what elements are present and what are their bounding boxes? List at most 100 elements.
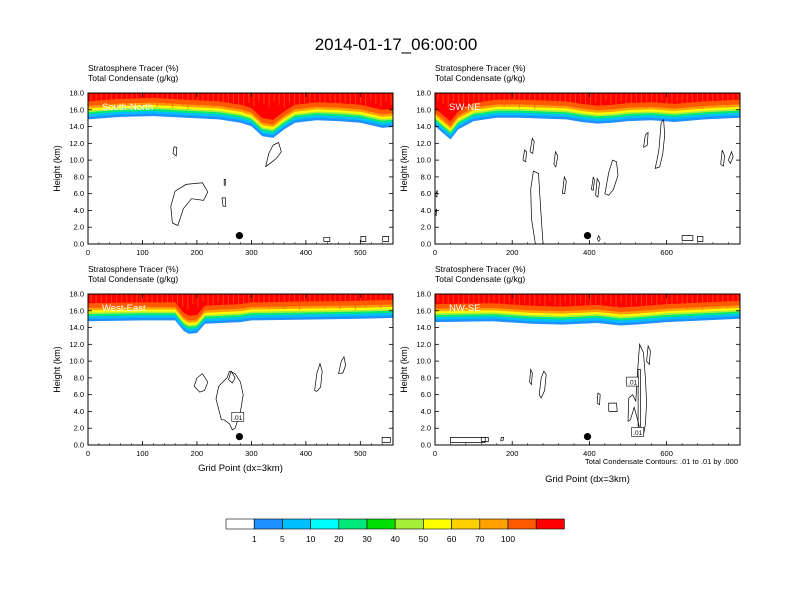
- tracer-streak: [375, 294, 377, 305]
- tracer-streak: [671, 294, 673, 309]
- x-tick-label: 200: [506, 449, 519, 458]
- colorbar-swatch: [535, 518, 565, 530]
- condensate-contour: [360, 236, 367, 242]
- x-tick-label: 600: [660, 248, 673, 257]
- tracer-streak: [498, 294, 500, 305]
- tracer-streak: [478, 93, 480, 109]
- x-tick-label: 500: [354, 248, 367, 257]
- tracer-streak: [278, 294, 280, 306]
- y-axis-label: Height (km): [52, 346, 62, 393]
- tracer-streak: [696, 93, 698, 106]
- tracer-streak: [304, 93, 306, 104]
- tracer-streak: [452, 294, 454, 303]
- tracer-streak: [222, 93, 224, 105]
- tracer-streak: [661, 93, 663, 101]
- tracer-streak: [468, 93, 470, 103]
- y-tick-label: 8.0: [421, 172, 431, 181]
- condensate-contour: [595, 177, 600, 198]
- y-tick-label: 0.0: [421, 441, 431, 450]
- tracer-streak: [237, 294, 240, 307]
- tracer-streak: [615, 93, 617, 108]
- tracer-streak: [442, 93, 444, 104]
- tracer-streak: [365, 294, 367, 308]
- condensate-contour: [314, 362, 323, 392]
- tracer-streak: [354, 93, 357, 109]
- tracer-streak: [600, 93, 602, 107]
- x-tick-label: 0: [433, 248, 437, 257]
- tracer-streak: [559, 93, 561, 108]
- condensate-contour: [681, 235, 694, 241]
- tracer-streak: [344, 294, 346, 304]
- tracer-streak: [462, 93, 465, 109]
- panel-name-label: West-East: [102, 303, 146, 314]
- condensate-contour: [646, 344, 651, 366]
- tracer-streak: [110, 93, 113, 105]
- tracer-streak: [146, 93, 148, 101]
- tracer-streak: [258, 93, 260, 101]
- tracer-streak: [105, 93, 107, 102]
- y-tick-label: 8.0: [74, 172, 84, 181]
- x-axis-label: Grid Point (dx=3km): [545, 474, 630, 485]
- condensate-contour: [553, 150, 559, 168]
- panel-subtitle-condensate: Total Condensate (g/kg): [88, 274, 178, 284]
- tracer-streak: [651, 294, 653, 305]
- tracer-streak: [131, 294, 133, 310]
- tracer-streak: [523, 294, 526, 304]
- tracer-streak: [691, 294, 693, 304]
- tracer-streak: [197, 93, 199, 107]
- colorbar-label: 40: [390, 534, 400, 544]
- condensate-contour: [529, 368, 533, 386]
- colorbar-swatch: [225, 518, 255, 530]
- tracer-streak: [645, 294, 648, 310]
- tracer-streak: [141, 93, 143, 107]
- tracer-streak: [253, 294, 255, 308]
- tracer-streak: [298, 93, 301, 109]
- condensate-contour: [529, 137, 535, 154]
- tracer-streak: [671, 93, 673, 108]
- x-tick-label: 300: [245, 449, 258, 458]
- tracer-streak: [187, 93, 189, 109]
- condensate-contour: [382, 236, 389, 242]
- tracer-streak: [182, 93, 184, 106]
- tracer-streak: [217, 93, 219, 102]
- condensate-contour: [338, 355, 346, 375]
- tracer-streak: [197, 294, 199, 308]
- tracer-streak: [115, 93, 118, 109]
- tracer-streak: [334, 93, 336, 105]
- x-tick-label: 500: [354, 449, 367, 458]
- tracer-streak: [370, 93, 372, 101]
- panel-west-east: Stratosphere Tracer (%)Total Condensate …: [52, 264, 394, 474]
- tracer-streak: [442, 294, 444, 305]
- panel-name-label: SW-NE: [449, 102, 481, 113]
- tracer-streak: [217, 294, 219, 303]
- colorbar-swatch: [423, 518, 452, 530]
- tracer-streak: [584, 294, 587, 307]
- colorbar-label: 100: [501, 534, 515, 544]
- tracer-streak: [696, 294, 698, 307]
- tracer-streak: [248, 93, 250, 104]
- condensate-contour: [596, 234, 601, 243]
- tracer-streak: [701, 294, 704, 310]
- tracer-streak: [156, 294, 158, 309]
- condensate-contour: [223, 179, 226, 186]
- tracer-streak: [105, 294, 107, 303]
- colorbar-swatch: [479, 518, 509, 530]
- tracer-streak: [156, 93, 158, 108]
- y-tick-label: 0.0: [74, 441, 84, 450]
- tracer-streak: [691, 93, 693, 103]
- tracer-streak: [232, 93, 235, 103]
- tracer-streak: [473, 294, 475, 307]
- tracer-streak: [166, 294, 168, 306]
- location-marker: [235, 232, 244, 240]
- tracer-streak: [192, 93, 194, 104]
- tracer-streak: [600, 294, 602, 308]
- condensate-contour: [172, 146, 178, 157]
- tracer-streak: [263, 93, 265, 104]
- tracer-streak: [706, 93, 709, 104]
- tracer-streak: [95, 294, 97, 305]
- condensate-contour: [450, 437, 486, 443]
- tracer-streak: [121, 294, 123, 304]
- y-tick-label: 12.0: [416, 139, 431, 148]
- tracer-streak: [564, 294, 566, 303]
